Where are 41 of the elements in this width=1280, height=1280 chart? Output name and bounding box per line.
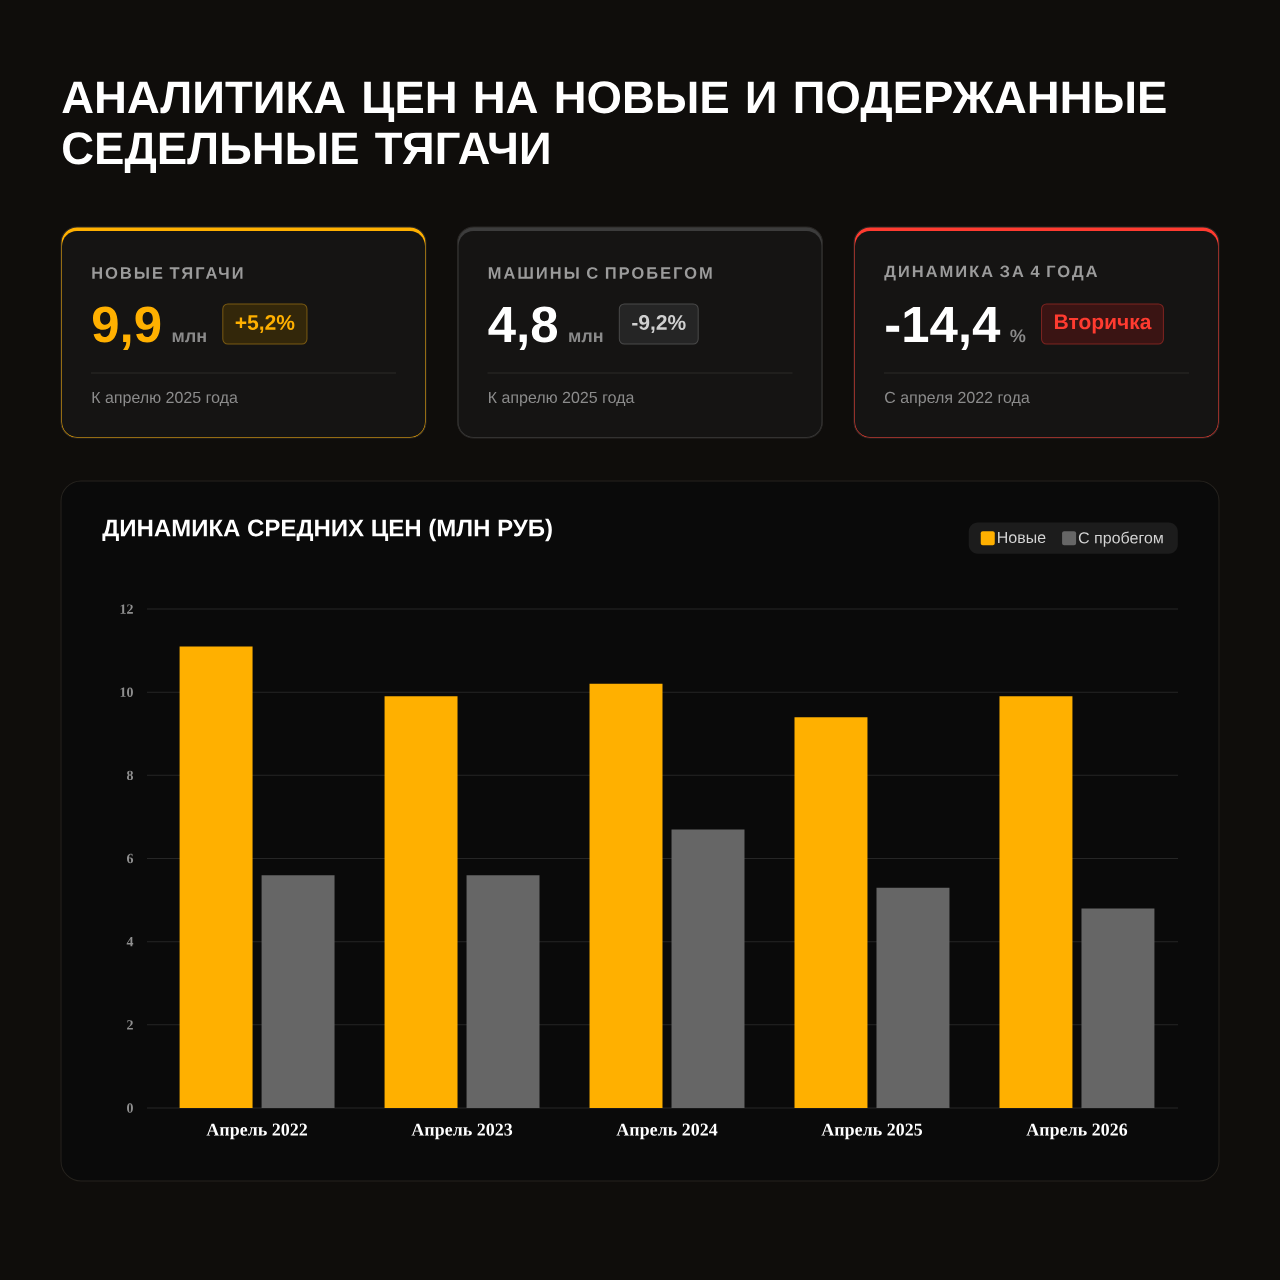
y-tick-label: 6 — [126, 853, 134, 864]
y-tick-label: 4 — [126, 937, 134, 947]
text: АНАЛИТИКА ЦЕН НА НОВЫЕ И ПОДЕРЖАННЫЕ СЕДЕЛЬНЫЕ ТЯГАЧИ — [62, 81, 1166, 174]
text: К апрелю 2025 года — [92, 391, 238, 407]
y-tick-label: 8 — [126, 770, 134, 781]
bar — [466, 875, 540, 1109]
text: К апрелю 2025 года — [489, 391, 635, 407]
text: -9,2% — [632, 315, 686, 333]
text: НОВЫЕ ТЯГАЧИ — [92, 267, 243, 279]
bar — [1081, 908, 1155, 1109]
text: Вторичка — [1054, 314, 1152, 334]
bar — [179, 646, 253, 1109]
bar — [876, 887, 950, 1109]
y-tick-label: 10 — [120, 687, 133, 697]
legend-label: С пробегом — [1078, 531, 1163, 547]
bar — [384, 696, 458, 1109]
bar — [589, 683, 663, 1109]
x-tick-label: Апрель 2026 — [1026, 1123, 1128, 1140]
bar — [671, 829, 745, 1109]
text: 9,9 — [92, 306, 161, 350]
y-tick-label: 12 — [120, 604, 133, 614]
bar — [261, 875, 335, 1109]
text: С апреля 2022 года — [885, 391, 1030, 407]
legend-label: Новые — [998, 531, 1046, 544]
text: ДИНАМИКА ЗА 4 ГОДА — [884, 265, 1098, 281]
x-tick-label: Апрель 2023 — [411, 1123, 513, 1140]
x-tick-label: Апрель 2022 — [206, 1123, 308, 1140]
text: -14,4 — [886, 306, 1001, 350]
text: +5,2% — [235, 315, 295, 333]
text: млн — [172, 332, 206, 343]
text: МАШИНЫ С ПРОБЕГОМ — [488, 267, 712, 279]
chart-title: ДИНАМИКА СРЕДНИХ ЦЕН (МЛН РУБ) — [102, 518, 552, 542]
y-tick-label: 0 — [127, 1103, 133, 1113]
x-tick-label: Апрель 2025 — [821, 1123, 923, 1140]
bar — [794, 717, 868, 1109]
bar — [999, 696, 1073, 1109]
x-tick-label: Апрель 2024 — [616, 1123, 718, 1140]
y-tick-label: 2 — [127, 1020, 133, 1030]
text: 4,8 — [488, 306, 558, 350]
text: млн — [569, 332, 603, 343]
text: % — [1010, 329, 1026, 343]
